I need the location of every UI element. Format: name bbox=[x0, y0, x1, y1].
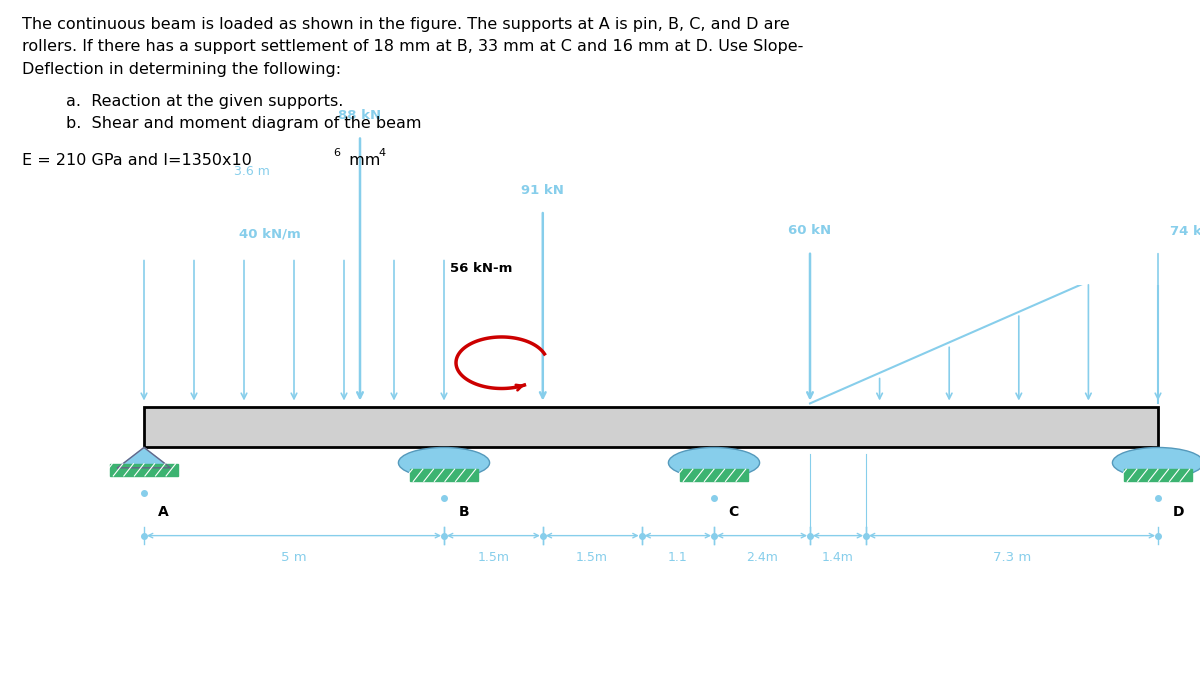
Text: B: B bbox=[458, 505, 469, 519]
Ellipse shape bbox=[668, 447, 760, 478]
Text: 56 kN-m: 56 kN-m bbox=[450, 262, 512, 275]
Text: Deflection in determining the following:: Deflection in determining the following: bbox=[22, 62, 341, 77]
Text: 91 kN: 91 kN bbox=[521, 184, 564, 197]
Ellipse shape bbox=[398, 447, 490, 478]
Text: 40 kN/m: 40 kN/m bbox=[239, 228, 301, 241]
Text: a.  Reaction at the given supports.: a. Reaction at the given supports. bbox=[66, 94, 343, 108]
Text: C: C bbox=[728, 505, 739, 519]
Text: 60 kN: 60 kN bbox=[788, 224, 832, 237]
Ellipse shape bbox=[1112, 447, 1200, 478]
Polygon shape bbox=[409, 469, 479, 481]
Text: 1.1: 1.1 bbox=[668, 551, 688, 563]
Text: 74 kN/m: 74 kN/m bbox=[1170, 224, 1200, 237]
Text: 1.5m: 1.5m bbox=[478, 551, 509, 563]
Text: 1.5m: 1.5m bbox=[576, 551, 608, 563]
Text: 2.4m: 2.4m bbox=[746, 551, 778, 563]
Text: mm: mm bbox=[344, 153, 380, 167]
Polygon shape bbox=[1123, 469, 1193, 481]
Text: 6: 6 bbox=[334, 148, 341, 158]
Text: 3.6 m: 3.6 m bbox=[234, 165, 270, 178]
Text: The continuous beam is loaded as shown in the figure. The supports at A is pin, : The continuous beam is loaded as shown i… bbox=[22, 17, 790, 32]
Text: A: A bbox=[158, 505, 169, 519]
Text: D: D bbox=[1172, 505, 1184, 519]
Polygon shape bbox=[109, 464, 179, 476]
Text: 88 kN: 88 kN bbox=[338, 109, 382, 122]
Text: rollers. If there has a support settlement of 18 mm at B, 33 mm at C and 16 mm a: rollers. If there has a support settleme… bbox=[22, 39, 803, 54]
Bar bbox=[144, 407, 1158, 447]
Text: 4: 4 bbox=[378, 148, 385, 158]
Text: E = 210 GPa and I=1350x10: E = 210 GPa and I=1350x10 bbox=[22, 153, 252, 167]
Polygon shape bbox=[118, 447, 170, 468]
Polygon shape bbox=[679, 469, 749, 481]
Text: b.  Shear and moment diagram of the beam: b. Shear and moment diagram of the beam bbox=[66, 116, 421, 131]
Text: 5 m: 5 m bbox=[281, 551, 307, 563]
Text: 1.4m: 1.4m bbox=[822, 551, 854, 563]
Text: 7.3 m: 7.3 m bbox=[992, 551, 1031, 563]
